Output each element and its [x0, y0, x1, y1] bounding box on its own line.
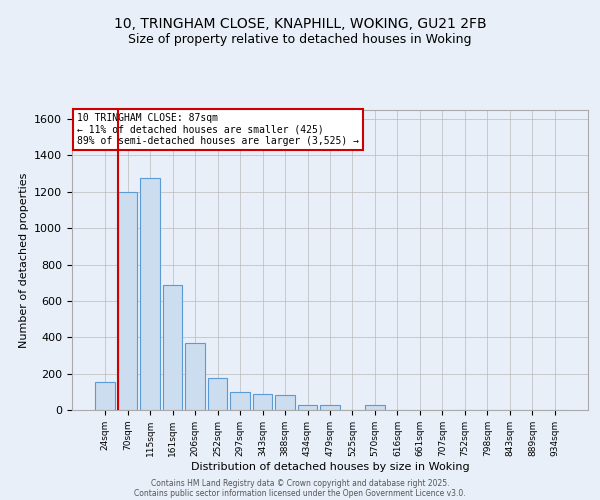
- Bar: [118, 192, 137, 410]
- Text: Contains public sector information licensed under the Open Government Licence v3: Contains public sector information licen…: [134, 488, 466, 498]
- Bar: [163, 284, 182, 410]
- Bar: [275, 396, 295, 410]
- Bar: [140, 178, 160, 410]
- X-axis label: Distribution of detached houses by size in Woking: Distribution of detached houses by size …: [191, 462, 469, 471]
- Text: Contains HM Land Registry data © Crown copyright and database right 2025.: Contains HM Land Registry data © Crown c…: [151, 478, 449, 488]
- Bar: [253, 394, 272, 410]
- Bar: [95, 382, 115, 410]
- Text: 10, TRINGHAM CLOSE, KNAPHILL, WOKING, GU21 2FB: 10, TRINGHAM CLOSE, KNAPHILL, WOKING, GU…: [113, 18, 487, 32]
- Bar: [298, 404, 317, 410]
- Text: Size of property relative to detached houses in Woking: Size of property relative to detached ho…: [128, 32, 472, 46]
- Bar: [185, 342, 205, 410]
- Bar: [365, 406, 385, 410]
- Y-axis label: Number of detached properties: Number of detached properties: [19, 172, 29, 348]
- Bar: [230, 392, 250, 410]
- Bar: [208, 378, 227, 410]
- Text: 10 TRINGHAM CLOSE: 87sqm
← 11% of detached houses are smaller (425)
89% of semi-: 10 TRINGHAM CLOSE: 87sqm ← 11% of detach…: [77, 113, 359, 146]
- Bar: [320, 404, 340, 410]
